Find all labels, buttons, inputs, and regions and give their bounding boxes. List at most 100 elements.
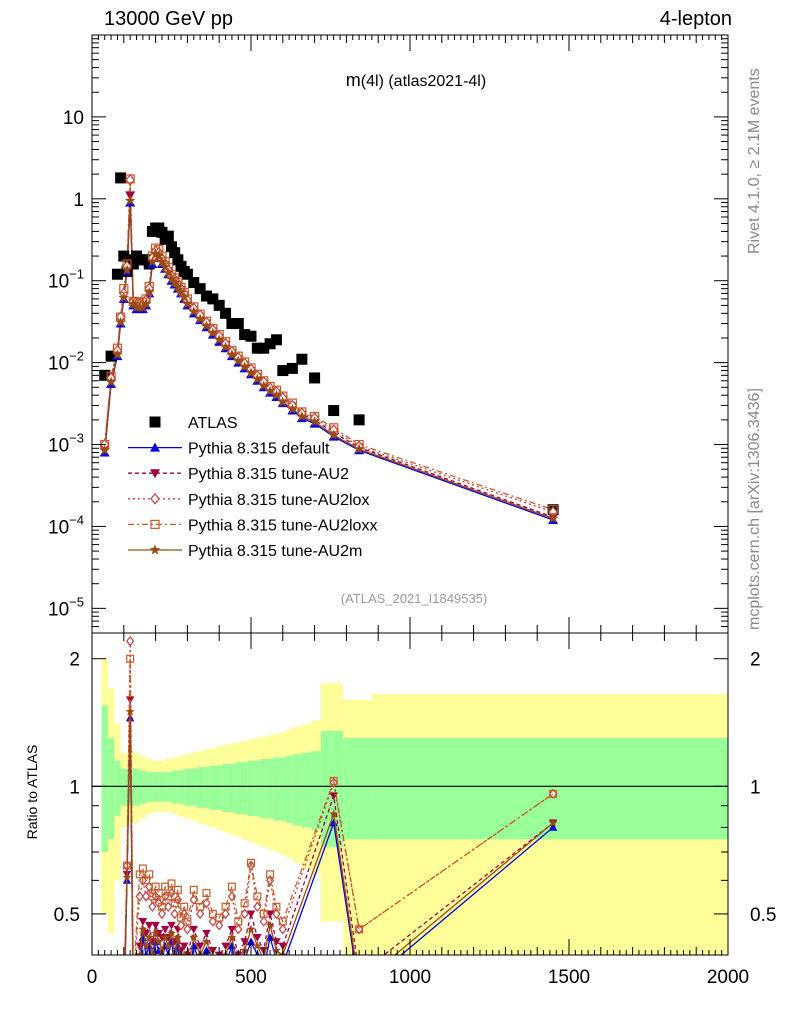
ratio-band-inner: [241, 762, 248, 815]
atlas-point: [258, 342, 270, 354]
ratio-pythia-8-315-default-point: [183, 975, 192, 983]
pythia-8-315-tune-au2m-point: [220, 341, 231, 352]
ratio-pythia-8-315-tune-au2lox-point: [221, 908, 230, 920]
ratio-pythia-8-315-tune-au2loxx-point: [126, 654, 135, 663]
ratio-pythia-8-315-tune-au2loxx-point: [164, 892, 173, 901]
ratio-band-inner: [279, 757, 286, 821]
pythia-8-315-tune-au2m-point: [309, 416, 320, 427]
atlas-point: [309, 372, 321, 384]
ratio-pythia-8-315-tune-au2m-point: [141, 941, 151, 950]
ratio-pythia-8-315-tune-au2-point: [160, 925, 170, 934]
ratio-pythia-8-315-tune-au2lox-point: [164, 901, 173, 912]
ratio-pythia-8-315-default-point: [129, 1004, 138, 1012]
ratio-pythia-8-315-tune-au2loxx-point: [154, 889, 163, 898]
ratio-band-layer: [92, 658, 728, 955]
ratio-pythia-8-315-tune-au2loxx-point: [145, 870, 154, 879]
atlas-point: [245, 330, 257, 342]
ratio-pythia-8-315-tune-au2-point: [179, 942, 189, 951]
main-y-tick-exponent: −3: [69, 431, 84, 446]
legend-pythia-8-315-tune-au2lox: Pythia 8.315 tune-AU2lox: [128, 492, 369, 509]
ratio-band-inner: [209, 765, 217, 810]
ratio-pythia-8-315-tune-au2loxx-point: [189, 885, 198, 894]
legend-pythia-8-315-default-marker: [150, 442, 160, 452]
legend-atlas-marker: [149, 416, 161, 428]
ratio-y-axis-label: Ratio to ATLAS: [24, 745, 40, 840]
ratio-pythia-8-315-tune-au2lox-point: [148, 901, 157, 912]
x-tick-label: 1000: [389, 967, 431, 988]
ratio-pythia-8-315-tune-au2-point: [129, 993, 138, 1001]
pythia-8-315-tune-au2m-point: [137, 302, 149, 313]
pythia-8-315-tune-au2m-point: [175, 286, 187, 297]
process-label: 4-lepton: [659, 8, 732, 30]
ratio-pythia-8-315-tune-au2loxx-point: [138, 864, 147, 873]
ratio-band-inner: [139, 770, 147, 804]
ratio-pythia-8-315-tune-au2-point: [221, 942, 230, 951]
atlas-point: [264, 338, 276, 350]
plot-title: m(4l) (atlas2021-4l): [346, 70, 486, 90]
atlas-point: [251, 342, 263, 354]
pythia-8-315-tune-au2m-point: [178, 291, 190, 302]
plot-title-main: m: [346, 70, 361, 90]
main-y-tick-base: 10: [48, 517, 69, 538]
atlas-point: [232, 318, 244, 330]
atlas-point: [162, 230, 174, 242]
ratio-pythia-8-315-default-point: [180, 960, 189, 968]
ratio-pythia-8-315-tune-au2loxx-point: [183, 917, 192, 926]
ratio-pythia-8-315-tune-au2loxx-point: [157, 902, 166, 911]
ratio-pythia-8-315-tune-au2lox-point: [202, 897, 211, 909]
atlas-point: [118, 250, 130, 262]
main-y-tick-label: 1: [73, 190, 84, 211]
ratio-band-inner: [222, 763, 229, 812]
ratio-pythia-8-315-tune-au2lox-point: [215, 920, 224, 931]
ratio-pythia-8-315-default-point: [135, 970, 144, 978]
atlas-point: [156, 226, 168, 238]
ratio-pythia-8-315-default-point: [221, 960, 230, 968]
atlas-point: [277, 365, 289, 377]
pythia-8-315-tune-au2m-point: [124, 195, 136, 206]
main-y-tick-exponent: −1: [69, 267, 84, 282]
legend-pythia-8-315-tune-au2loxx: Pythia 8.315 tune-AU2loxx: [128, 517, 377, 534]
ratio-pythia-8-315-tune-au2m-point: [144, 932, 154, 942]
main-y-tick-base: 10: [48, 272, 69, 293]
legend-pythia-8-315-tune-au2m-marker: [149, 544, 161, 555]
ratio-y-tick-label: 1: [69, 777, 80, 798]
pythia-8-315-tune-au2m-point: [121, 264, 133, 275]
ratio-pythia-8-315-tune-au2loxx-point: [234, 917, 243, 926]
ratio-pythia-8-315-tune-au2loxx-point: [173, 885, 182, 894]
ratio-pythia-8-315-default-point: [209, 965, 218, 973]
atlas-point: [143, 258, 155, 270]
ratio-pythia-8-315-tune-au2m-point: [212, 954, 213, 955]
ratio-pythia-8-315-tune-au2loxx-point: [266, 870, 275, 879]
ratio-band-inner: [133, 768, 140, 806]
energy-label: 13000 GeV pp: [104, 8, 233, 30]
ratio-pythia-8-315-tune-au2loxx-point: [170, 899, 179, 908]
ratio-pythia-8-315-tune-au2m-point: [265, 920, 275, 930]
ratio-pythia-8-315-tune-au2loxx-point: [196, 902, 205, 911]
atlas-point: [194, 283, 206, 295]
ratio-pythia-8-315-default-point: [272, 955, 281, 963]
ratio-pythia-8-315-tune-au2loxx-point: [215, 913, 224, 922]
ratio-band-inner: [301, 752, 312, 828]
ratio-band-inner: [101, 705, 108, 852]
atlas-point: [127, 258, 139, 270]
atlas-point: [220, 307, 232, 319]
watermark: (ATLAS_2021_I1849535): [341, 591, 487, 606]
ratio-pythia-8-315-tune-au2lox-point: [278, 924, 287, 935]
ratio-pythia-8-315-tune-au2m-point: [183, 965, 192, 973]
ratio-pythia-8-315-default-point: [143, 950, 149, 955]
ratio-pythia-8-315-tune-au2lox-point: [253, 901, 262, 912]
plot-title-rest: (4l) (atlas2021-4l): [361, 73, 486, 90]
ratio-pythia-8-315-tune-au2m-point: [227, 932, 237, 942]
pythia-8-315-tune-au2m-point: [213, 334, 225, 345]
ratio-y-tick-label: 0.5: [54, 905, 80, 926]
ratio-band-inner: [216, 765, 223, 810]
ratio-pythia-8-315-tune-au2lox-point: [157, 908, 167, 920]
pythia-8-315-tune-au2loxx-line: [104, 178, 554, 511]
ratio-pythia-8-315-default-point: [158, 955, 167, 963]
pythia-8-315-tune-au2m-point: [328, 429, 339, 440]
ratio-pythia-8-315-tune-au2lox-point: [183, 924, 192, 935]
atlas-point: [105, 350, 117, 362]
pythia-8-315-tune-au2m-point: [156, 256, 168, 267]
legend-pythia-8-315-tune-au2m: Pythia 8.315 tune-AU2m: [128, 543, 362, 560]
ratio-pythia-8-315-tune-au2m-point: [329, 809, 339, 818]
